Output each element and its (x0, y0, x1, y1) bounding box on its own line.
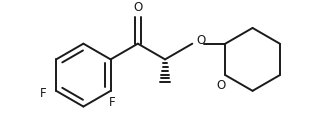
Text: O: O (196, 34, 205, 47)
Text: F: F (109, 96, 116, 109)
Text: O: O (133, 1, 143, 14)
Text: O: O (216, 79, 225, 92)
Text: F: F (40, 87, 46, 100)
